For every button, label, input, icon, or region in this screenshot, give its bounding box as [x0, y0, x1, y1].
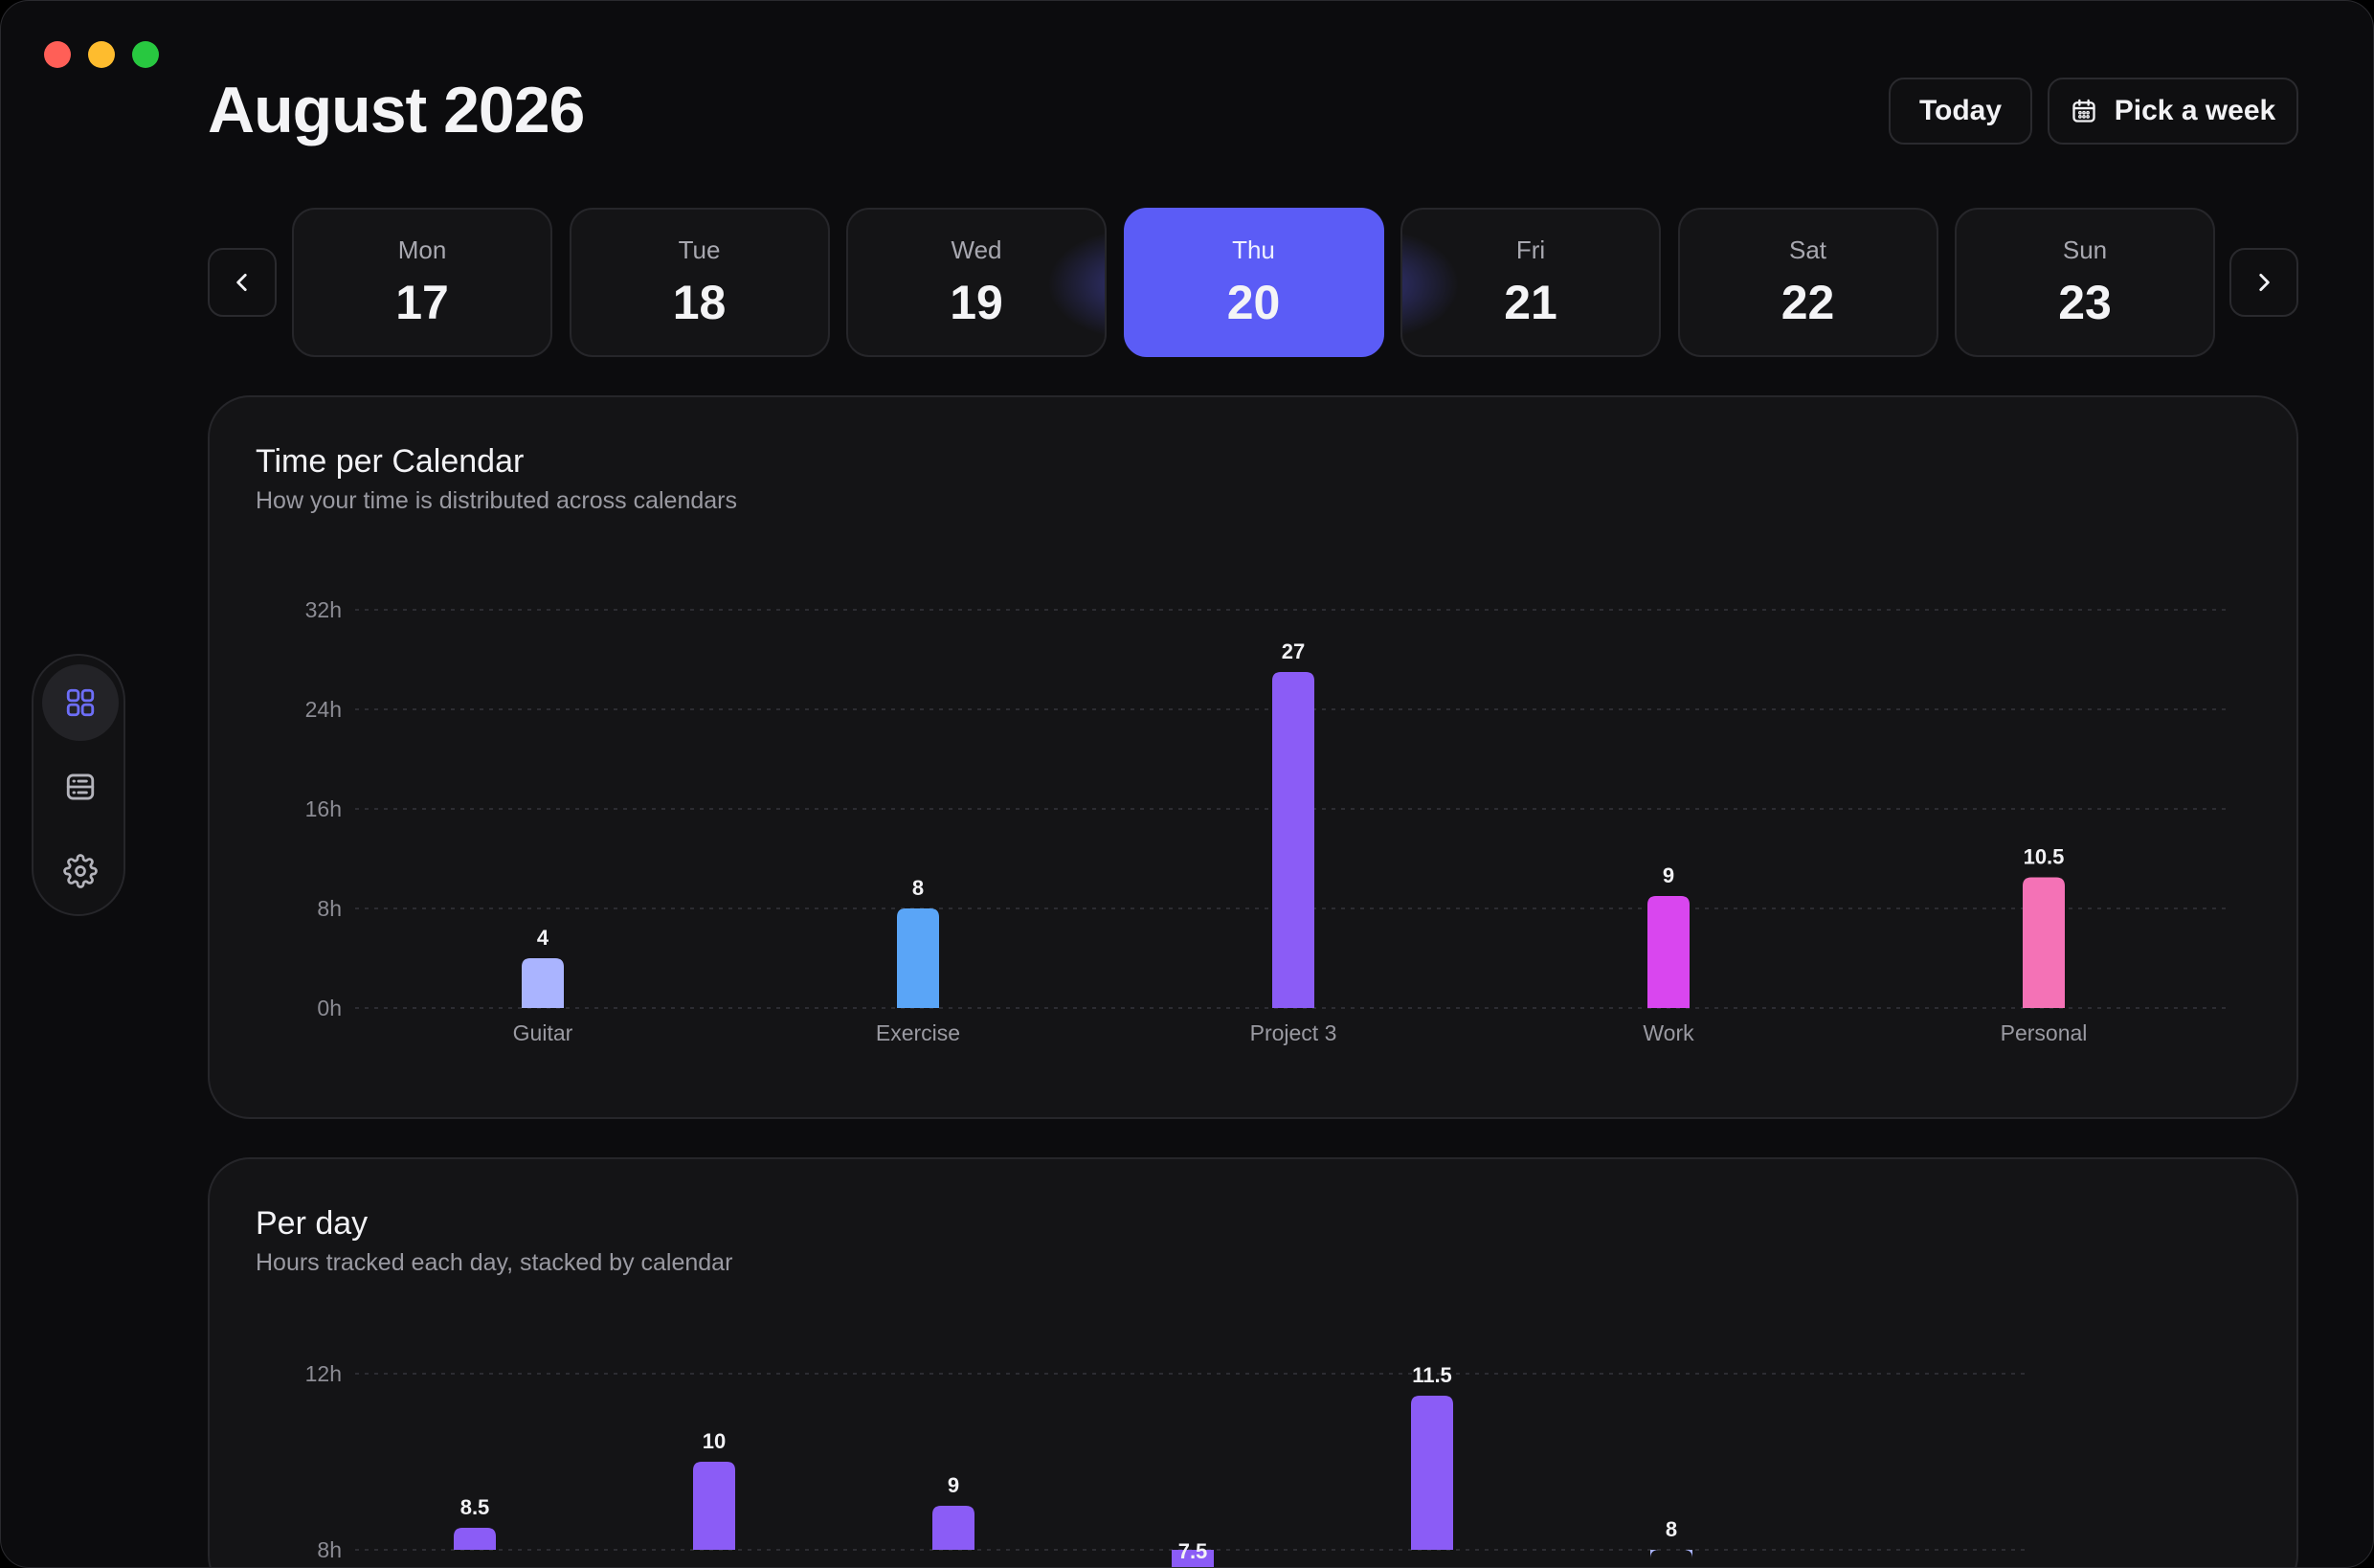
- sidebar-item-dashboard[interactable]: [42, 664, 119, 741]
- y-tick-label: 16h: [305, 796, 342, 821]
- day-card-sat[interactable]: Sat 22: [1677, 208, 1938, 357]
- day-number: 21: [1504, 275, 1557, 329]
- y-tick-label: 8h: [317, 1537, 342, 1562]
- per-day-chart: 8h 12h 8.5 10 9 7.5 11.5 8: [305, 1361, 2030, 1568]
- bar-value-label: 8.5: [460, 1495, 490, 1519]
- x-category-label: Exercise: [876, 1020, 960, 1045]
- bar-fri[interactable]: [1411, 1396, 1453, 1550]
- grid-icon: [66, 688, 95, 717]
- bar-personal[interactable]: [2023, 877, 2065, 1009]
- bar-mon[interactable]: [454, 1528, 496, 1550]
- sidebar: [32, 654, 125, 916]
- day-card-wed[interactable]: Wed 19: [846, 208, 1107, 357]
- x-category-label: Work: [1643, 1020, 1694, 1045]
- bar-value-label: 10: [703, 1429, 726, 1453]
- day-card-thu[interactable]: Thu 20: [1123, 208, 1384, 357]
- bar-exercise[interactable]: [897, 908, 939, 1008]
- bar-guitar[interactable]: [522, 958, 564, 1008]
- day-card-fri[interactable]: Fri 21: [1400, 208, 1661, 357]
- day-number: 17: [395, 275, 449, 329]
- pick-week-button-label: Pick a week: [2114, 95, 2276, 126]
- sidebar-item-settings[interactable]: [42, 833, 119, 909]
- day-card-mon[interactable]: Mon 17: [292, 208, 552, 357]
- bar-value-label: 10.5: [2024, 845, 2065, 869]
- bar-value-label: 9: [948, 1473, 959, 1497]
- bar-value-label: 27: [1282, 639, 1305, 663]
- previous-week-button[interactable]: [208, 248, 277, 317]
- y-tick-label: 8h: [317, 896, 342, 921]
- bar-value-label: 8: [912, 876, 924, 900]
- gear-icon: [63, 854, 98, 888]
- bar-value-label: 9: [1663, 863, 1674, 887]
- day-number: 23: [2058, 275, 2112, 329]
- day-name: Tue: [678, 235, 721, 264]
- server-list-icon: [66, 773, 95, 800]
- sidebar-item-list[interactable]: [42, 749, 119, 825]
- y-tick-label: 32h: [305, 597, 342, 622]
- bar-value-label: 11.5: [1412, 1363, 1452, 1387]
- day-number: 19: [950, 275, 1003, 329]
- day-number: 20: [1226, 275, 1281, 329]
- bar-project-3[interactable]: [1272, 672, 1314, 1008]
- day-name: Wed: [951, 235, 1002, 264]
- bar-value-label: 7.5: [1178, 1539, 1208, 1563]
- day-name: Thu: [1232, 235, 1275, 264]
- day-card-sun[interactable]: Sun 23: [1955, 208, 2215, 357]
- bar-value-label: 4: [537, 926, 549, 950]
- bar-value-label: 8: [1666, 1517, 1677, 1541]
- per-day-panel: Per day Hours tracked each day, stacked …: [208, 1157, 2298, 1568]
- per-day-subtitle: Hours tracked each day, stacked by calen…: [256, 1249, 733, 1276]
- day-name: Sat: [1788, 235, 1827, 264]
- bar-work[interactable]: [1647, 896, 1690, 1008]
- day-number: 18: [672, 275, 727, 329]
- calendar-icon: [2072, 99, 2095, 123]
- day-number: 22: [1780, 275, 1835, 329]
- bar-thu[interactable]: [1172, 1550, 1214, 1568]
- time-per-calendar-title: Time per Calendar: [256, 443, 525, 480]
- time-per-calendar-subtitle: How your time is distributed across cale…: [256, 487, 737, 514]
- today-button-label: Today: [1918, 95, 2003, 126]
- y-tick-label: 0h: [317, 996, 342, 1020]
- chevron-right-icon: [2259, 274, 2270, 291]
- per-day-title: Per day: [256, 1205, 369, 1242]
- time-per-calendar-chart: 0h 8h 16h 24h 32h 4 Guitar 8 Exercise 27 Project 3…: [305, 597, 2231, 1045]
- day-name: Mon: [397, 235, 447, 264]
- bar-sat[interactable]: [1650, 1550, 1692, 1558]
- traffic-lights: [44, 41, 159, 68]
- day-name: Fri: [1515, 235, 1546, 264]
- next-week-button[interactable]: [2229, 248, 2298, 317]
- page-title: August 2026: [208, 74, 585, 146]
- chevron-left-icon: [236, 274, 247, 291]
- minimize-window-button[interactable]: [88, 41, 115, 68]
- time-per-calendar-panel: Time per Calendar How your time is distr…: [208, 395, 2298, 1119]
- today-button[interactable]: Today: [1889, 78, 2032, 145]
- x-category-label: Personal: [2001, 1020, 2088, 1045]
- zoom-window-button[interactable]: [132, 41, 159, 68]
- day-card-tue[interactable]: Tue 18: [569, 208, 830, 357]
- x-category-label: Guitar: [513, 1020, 573, 1045]
- bar-wed[interactable]: [932, 1506, 974, 1550]
- y-tick-label: 24h: [305, 697, 342, 722]
- y-tick-label: 12h: [305, 1361, 342, 1386]
- bar-tue[interactable]: [693, 1462, 735, 1550]
- x-category-label: Project 3: [1250, 1020, 1337, 1045]
- close-window-button[interactable]: [44, 41, 71, 68]
- day-name: Sun: [2062, 235, 2108, 264]
- pick-week-button[interactable]: Pick a week: [2048, 78, 2298, 145]
